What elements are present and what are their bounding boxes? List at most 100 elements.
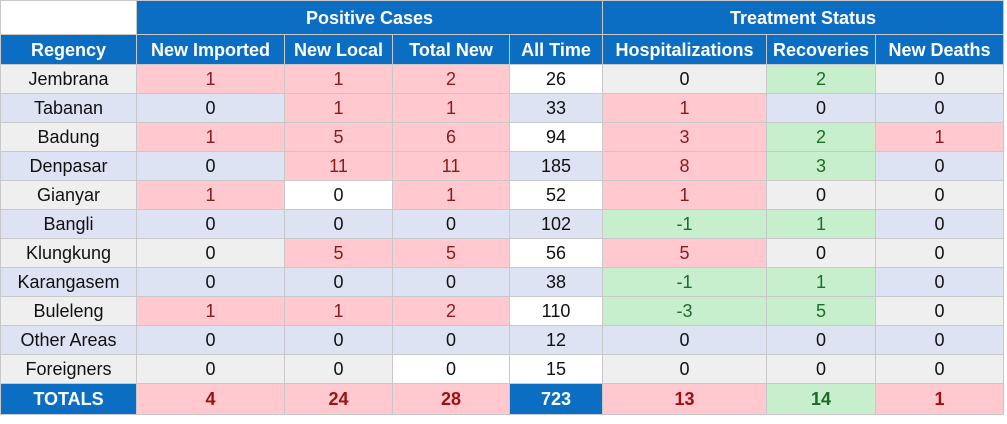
cell-hospitalizations[interactable]: 1 [602,93,768,123]
cell-regency[interactable]: Tabanan [0,93,137,123]
cell-total-new[interactable]: 2 [392,296,510,326]
group-header-positive-cases[interactable]: Positive Cases [135,0,604,35]
cell-new-imported[interactable]: 0 [136,238,285,268]
cell-new-local[interactable]: 0 [284,209,393,239]
cell-all-time[interactable]: 56 [508,238,604,268]
cell-new-deaths[interactable]: 0 [875,93,1005,123]
cell-new-deaths[interactable]: 0 [875,267,1005,297]
cell-regency[interactable]: Buleleng [0,296,137,326]
total-hospitalizations[interactable]: 13 [602,383,768,415]
cell-all-time[interactable]: 38 [508,267,604,297]
cell-new-local[interactable]: 5 [284,238,393,268]
cell-new-deaths[interactable]: 0 [875,238,1005,268]
cell-new-imported[interactable]: 1 [136,296,285,326]
cell-new-deaths[interactable]: 0 [875,325,1005,355]
column-header-hospitalizations[interactable]: Hospitalizations [602,34,768,65]
cell-new-local[interactable]: 0 [284,354,393,384]
cell-regency[interactable]: Klungkung [0,238,137,268]
cell-hospitalizations[interactable]: -3 [602,296,768,326]
cell-total-new[interactable]: 11 [392,151,510,181]
column-header-all-time[interactable]: All Time [508,34,604,65]
cell-all-time[interactable]: 94 [508,122,604,152]
cell-new-imported[interactable]: 0 [136,354,285,384]
cell-new-deaths[interactable]: 0 [875,209,1005,239]
cell-all-time[interactable]: 15 [508,354,604,384]
cell-new-imported[interactable]: 0 [136,151,285,181]
cell-hospitalizations[interactable]: 3 [602,122,768,152]
cell-recoveries[interactable]: 1 [766,267,877,297]
cell-all-time[interactable]: 52 [508,180,604,210]
cell-new-local[interactable]: 1 [284,64,393,94]
cell-regency[interactable]: Other Areas [0,325,137,355]
cell-new-imported[interactable]: 1 [136,122,285,152]
cell-all-time[interactable]: 110 [508,296,604,326]
cell-recoveries[interactable]: 3 [766,151,877,181]
total-new-imported[interactable]: 4 [136,383,285,415]
column-header-regency[interactable]: Regency [0,34,137,65]
cell-recoveries[interactable]: 2 [766,122,877,152]
cell-new-local[interactable]: 0 [284,180,393,210]
cell-regency[interactable]: Foreigners [0,354,137,384]
cell-total-new[interactable]: 0 [392,209,510,239]
cell-total-new[interactable]: 0 [392,325,510,355]
cell-new-local[interactable]: 0 [284,325,393,355]
cell-new-imported[interactable]: 0 [136,267,285,297]
cell-regency[interactable]: Bangli [0,209,137,239]
cell-new-local[interactable]: 5 [284,122,393,152]
cell-new-deaths[interactable]: 0 [875,180,1005,210]
cell-hospitalizations[interactable]: -1 [602,267,768,297]
cell-recoveries[interactable]: 1 [766,209,877,239]
total-total-new[interactable]: 28 [392,383,510,415]
column-header-total-new[interactable]: Total New [392,34,510,65]
cell-recoveries[interactable]: 0 [766,354,877,384]
cell-new-local[interactable]: 1 [284,296,393,326]
column-header-new-local[interactable]: New Local [284,34,393,65]
cell-new-imported[interactable]: 1 [136,180,285,210]
totals-label[interactable]: TOTALS [0,383,137,415]
cell-new-local[interactable]: 1 [284,93,393,123]
cell-hospitalizations[interactable]: 1 [602,180,768,210]
cell-regency[interactable]: Badung [0,122,137,152]
cell-hospitalizations[interactable]: 5 [602,238,768,268]
cell-new-local[interactable]: 0 [284,267,393,297]
cell-regency[interactable]: Denpasar [0,151,137,181]
total-new-deaths[interactable]: 1 [875,383,1005,415]
cell-regency[interactable]: Gianyar [0,180,137,210]
cell-hospitalizations[interactable]: 0 [602,354,768,384]
cell-new-imported[interactable]: 0 [136,209,285,239]
column-header-recoveries[interactable]: Recoveries [766,34,877,65]
cell-recoveries[interactable]: 2 [766,64,877,94]
cell-new-deaths[interactable]: 0 [875,151,1005,181]
cell-new-deaths[interactable]: 0 [875,296,1005,326]
cell-total-new[interactable]: 6 [392,122,510,152]
cell-all-time[interactable]: 185 [508,151,604,181]
cell-total-new[interactable]: 1 [392,180,510,210]
cell-recoveries[interactable]: 0 [766,180,877,210]
cell-new-deaths[interactable]: 0 [875,64,1005,94]
cell-hospitalizations[interactable]: 0 [602,325,768,355]
cell-hospitalizations[interactable]: -1 [602,209,768,239]
cell-all-time[interactable]: 26 [508,64,604,94]
group-header-treatment-status[interactable]: Treatment Status [602,0,1005,35]
cell-new-local[interactable]: 11 [284,151,393,181]
cell-regency[interactable]: Jembrana [0,64,137,94]
cell-total-new[interactable]: 1 [392,93,510,123]
cell-all-time[interactable]: 102 [508,209,604,239]
cell-regency[interactable]: Karangasem [0,267,137,297]
cell-recoveries[interactable]: 0 [766,325,877,355]
total-all-time[interactable]: 723 [508,383,604,415]
cell-hospitalizations[interactable]: 0 [602,64,768,94]
cell-new-imported[interactable]: 0 [136,93,285,123]
cell-total-new[interactable]: 2 [392,64,510,94]
cell-total-new[interactable]: 0 [392,267,510,297]
column-header-new-deaths[interactable]: New Deaths [875,34,1005,65]
cell-all-time[interactable]: 33 [508,93,604,123]
cell-recoveries[interactable]: 0 [766,93,877,123]
cell-new-imported[interactable]: 1 [136,64,285,94]
column-header-new-imported[interactable]: New Imported [136,34,285,65]
cell-recoveries[interactable]: 5 [766,296,877,326]
total-recoveries[interactable]: 14 [766,383,877,415]
total-new-local[interactable]: 24 [284,383,393,415]
cell-total-new[interactable]: 5 [392,238,510,268]
cell-all-time[interactable]: 12 [508,325,604,355]
